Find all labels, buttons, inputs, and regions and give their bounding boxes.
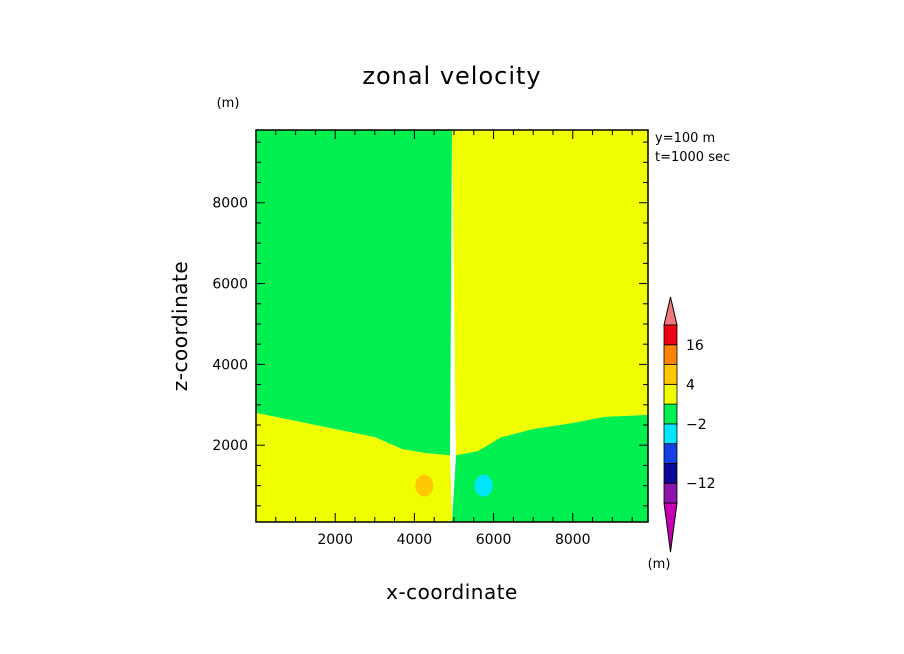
colorbar: −12 −2 4 16 (663, 296, 716, 553)
colorbar-segment (663, 423, 678, 445)
colorbar-segment (663, 383, 678, 405)
y-axis-label: z-coordinate (168, 261, 192, 391)
annotation-y: y=100 m (655, 131, 715, 146)
colorbar-label: 4 (686, 377, 695, 393)
colorbar-label: −12 (686, 476, 716, 492)
colorbar-segment (663, 463, 678, 484)
colorbar-segment (663, 443, 678, 464)
colorbar-segment (663, 324, 678, 346)
x-tick-label: 2000 (317, 532, 353, 548)
x-tick-label: 4000 (397, 532, 433, 548)
y-tick-label: 6000 (212, 277, 248, 293)
colorbar-segment (663, 364, 678, 385)
plot-frame (255, 129, 649, 523)
plot-area (256, 130, 648, 522)
x-axis-label: x-coordinate (386, 580, 518, 604)
colorbar-segment (663, 344, 678, 365)
region-positive-blob (415, 474, 434, 497)
region-negative-blob (474, 474, 493, 497)
colorbar-label: 16 (686, 338, 704, 354)
y-tick-label: 4000 (212, 357, 248, 373)
y-axis-unit: (m) (217, 96, 240, 111)
colorbar-label: −2 (686, 417, 707, 433)
chart-title: zonal velocity (362, 62, 541, 90)
colorbar-segment (663, 403, 678, 425)
x-tick-label: 8000 (555, 532, 591, 548)
x-tick-label: 6000 (476, 532, 512, 548)
y-tick-label: 2000 (212, 438, 248, 454)
axes: 2000 4000 6000 8000 2000 4000 6000 8000 (212, 129, 649, 548)
colorbar-segment (663, 482, 678, 504)
y-tick-label: 8000 (212, 196, 248, 212)
annotation-t: t=1000 sec (655, 150, 730, 165)
region-lower-left (256, 412, 452, 522)
region-upper-left (256, 130, 452, 456)
region-upper-right (452, 130, 648, 456)
colorbar-bottom-arrow (663, 502, 678, 553)
colorbar-unit: (m) (648, 557, 671, 572)
region-lower-right (452, 414, 648, 522)
colorbar-top-arrow (663, 296, 678, 326)
